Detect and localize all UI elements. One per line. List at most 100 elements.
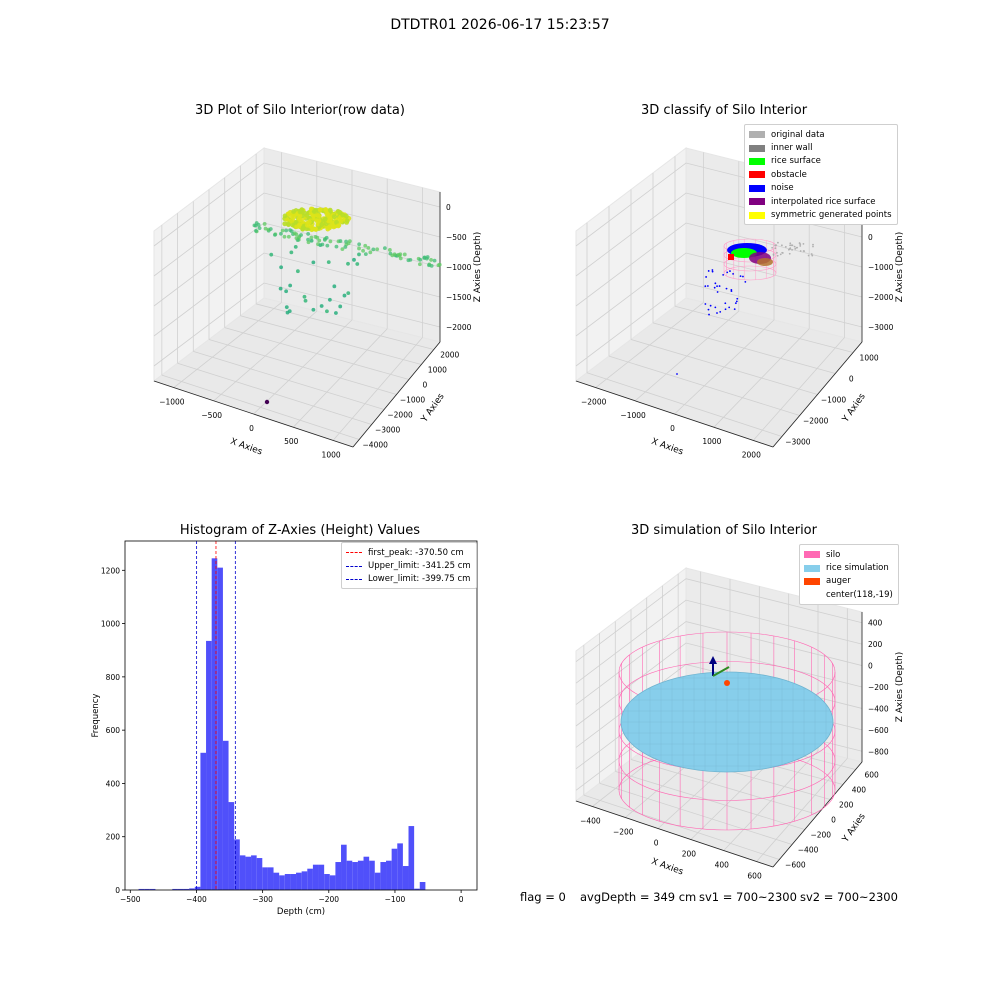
panel4-pane-back-left bbox=[575, 566, 687, 803]
panel1-point bbox=[289, 219, 295, 225]
panel1-point bbox=[297, 210, 303, 216]
panel1-point bbox=[284, 289, 289, 294]
panel1-point bbox=[293, 224, 299, 230]
panel1-point bbox=[309, 235, 314, 240]
panel1-point bbox=[299, 207, 305, 213]
panel1-point bbox=[317, 219, 322, 224]
panel1-point bbox=[301, 225, 306, 231]
panel1-point bbox=[313, 207, 319, 213]
panel1-point bbox=[309, 238, 314, 243]
panel2-point bbox=[706, 285, 709, 287]
panel1-point bbox=[338, 304, 343, 309]
panel1-point bbox=[291, 223, 297, 229]
panel1-point bbox=[269, 252, 274, 257]
histogram-bar bbox=[312, 864, 319, 890]
panel1-point bbox=[309, 211, 315, 217]
panel4-gridline-x bbox=[624, 728, 731, 818]
panel2-point bbox=[810, 253, 813, 255]
panel1-point bbox=[290, 222, 296, 228]
panel1-point bbox=[320, 208, 326, 214]
panel1-point bbox=[320, 242, 325, 247]
panel1-point bbox=[300, 213, 305, 219]
panel1-point bbox=[311, 210, 317, 216]
panel1-point bbox=[335, 210, 340, 216]
panel1-point bbox=[328, 215, 334, 221]
panel1-point bbox=[366, 245, 371, 250]
histogram-xlabel: Depth (cm) bbox=[277, 907, 325, 917]
panel4-xtick-label: 600 bbox=[747, 872, 762, 881]
panel2-legend-swatch bbox=[749, 171, 765, 179]
panel2-legend-swatch bbox=[749, 211, 765, 219]
panel1-point bbox=[429, 264, 434, 268]
histogram-ytick-label: 1000 bbox=[101, 620, 120, 629]
panel2-legend-item: interpolated rice surface bbox=[749, 195, 892, 208]
panel4-legend-item: center(118,-19) bbox=[804, 588, 893, 601]
panel1-point bbox=[396, 252, 401, 257]
panel1-point bbox=[284, 217, 290, 222]
panel1-point bbox=[330, 212, 336, 218]
panel1-point bbox=[306, 210, 312, 216]
panel4-ytick-label: −400 bbox=[798, 846, 819, 855]
panel1-point bbox=[325, 226, 331, 232]
panel1-point bbox=[328, 209, 334, 215]
panel4-gridline-y bbox=[630, 759, 818, 815]
panel1-xtick-label: −500 bbox=[201, 411, 222, 420]
panel1-point bbox=[313, 208, 318, 214]
panel1-point bbox=[278, 286, 283, 291]
panel4-gridline-z bbox=[575, 599, 863, 684]
panel1-point bbox=[335, 209, 341, 214]
panel1-point bbox=[291, 212, 296, 217]
panel2-point bbox=[716, 312, 718, 314]
panel1-point bbox=[308, 219, 314, 225]
histogram-bar bbox=[284, 874, 291, 890]
panel2-point bbox=[784, 246, 787, 248]
panel1-point bbox=[320, 222, 326, 228]
panel1-point bbox=[336, 211, 342, 217]
histogram-ytick-label: 400 bbox=[106, 779, 121, 788]
panel1-point bbox=[334, 311, 338, 315]
panel1-point bbox=[285, 211, 291, 217]
panel1-point bbox=[309, 221, 315, 227]
status-avg-depth: avgDepth = 349 cm bbox=[580, 890, 697, 904]
panel1-point bbox=[285, 221, 291, 227]
panel1-point bbox=[322, 216, 328, 222]
panel1-point bbox=[319, 222, 325, 228]
panel1-point bbox=[295, 238, 300, 242]
histogram-xtick-label: −400 bbox=[186, 895, 207, 904]
figure-suptitle: DTDTR01 2026-06-17 15:23:57 bbox=[390, 17, 610, 33]
panel1-point bbox=[293, 219, 299, 225]
panel1-point bbox=[300, 208, 306, 213]
histogram-bar bbox=[251, 855, 257, 890]
panel1-pane-back-left bbox=[153, 146, 265, 383]
panel2-gridline-y bbox=[586, 372, 783, 437]
panel2-xtick-label: −1000 bbox=[620, 411, 646, 420]
panel1-point bbox=[336, 239, 341, 244]
panel1-point bbox=[316, 212, 321, 218]
panel1-point bbox=[302, 210, 308, 216]
panel1-point bbox=[286, 234, 291, 239]
panel1-ztick-label: 0 bbox=[446, 203, 451, 212]
panel1-point bbox=[297, 213, 303, 219]
panel1-point bbox=[328, 239, 333, 244]
panel1-point bbox=[315, 235, 320, 240]
panel1-point bbox=[398, 256, 403, 261]
panel1-point bbox=[297, 224, 303, 230]
panel1-point bbox=[338, 212, 344, 218]
histogram-bar bbox=[307, 868, 313, 890]
panel1-point bbox=[286, 211, 291, 217]
histogram-bar bbox=[374, 872, 381, 890]
panel1-ytick-label: −4000 bbox=[363, 441, 389, 450]
panel1-point bbox=[343, 245, 348, 249]
histogram-legend-line bbox=[346, 565, 362, 567]
panel2-point bbox=[799, 243, 802, 246]
panel1-point bbox=[289, 214, 295, 220]
panel1-point bbox=[289, 229, 294, 234]
panel1-point bbox=[313, 226, 319, 232]
panel1-point bbox=[336, 222, 342, 228]
panel1-point bbox=[316, 213, 322, 219]
panel4-gridline-x bbox=[690, 743, 789, 840]
panel1-point bbox=[332, 223, 338, 229]
panel3-title: Histogram of Z-Axies (Height) Values bbox=[179, 523, 421, 538]
panel2-point bbox=[744, 281, 747, 283]
histogram-bar bbox=[273, 872, 280, 890]
